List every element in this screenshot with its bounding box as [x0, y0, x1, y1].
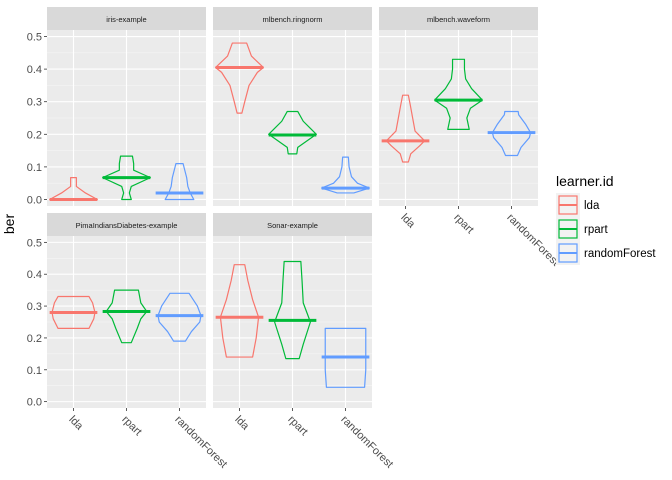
x-tick-label: lda [232, 414, 251, 433]
legend: learner.id lda rpart randomForest [556, 173, 656, 265]
x-tick-label: lda [66, 414, 85, 433]
x-tick-label: lda [398, 212, 417, 231]
facet-strip-title: iris-example [106, 15, 146, 24]
y-tick-label: 0.0 [27, 397, 42, 409]
legend-item-label: lda [584, 200, 600, 212]
violin-lda [49, 177, 98, 201]
violin-lda [385, 94, 426, 163]
facet-strip [379, 7, 538, 30]
y-tick-label: 0.1 [27, 162, 42, 174]
violin-rpart [268, 110, 317, 155]
x-tick-label: randomForest [172, 414, 229, 471]
facet-panels: iris-example 0.0 0.1 0.2 0.3 0.4 0.5 mlbench.ri… [27, 7, 561, 471]
legend-item-label: randomForest [584, 248, 656, 260]
facet-panel: PimaIndiansDiabetes-example 0.0 0.1 0.2 0.3 0… [27, 213, 229, 471]
facet-strip-title: mlbench.waveform [427, 15, 490, 24]
legend-item-rpart: rpart [556, 217, 608, 241]
facet-panel: iris-example 0.0 0.1 0.2 0.3 0.4 0.5 [27, 7, 206, 206]
y-tick-label: 0.4 [27, 269, 42, 281]
violin-rpart [105, 289, 148, 344]
legend-title: learner.id [556, 173, 614, 189]
facet-strip-title: mlbench.ringnorm [262, 15, 322, 24]
facet-panel: mlbench.waveform lda rpart randomForest [379, 7, 561, 269]
x-tick-label: rpart [451, 212, 475, 236]
legend-item-lda: lda [556, 193, 600, 217]
y-tick-label: 0.0 [27, 194, 42, 206]
x-tick-label: rpart [285, 414, 309, 438]
legend-item-label: rpart [584, 224, 608, 236]
facet-panel: Sonar-example lda rpart randomForest [213, 213, 395, 471]
y-tick-label: 0.3 [27, 97, 42, 109]
x-tick-label: rpart [119, 414, 143, 438]
y-tick-label: 0.5 [27, 237, 42, 249]
y-tick-label: 0.5 [27, 32, 42, 44]
facet-strip-title: PimaIndiansDiabetes-example [76, 221, 178, 230]
y-tick-label: 0.1 [27, 365, 42, 377]
y-tick-label: 0.2 [27, 333, 42, 345]
y-tick-label: 0.3 [27, 301, 42, 313]
facet-panel: mlbench.ringnorm [213, 7, 372, 206]
facet-strip-title: Sonar-example [267, 221, 318, 230]
violin-randomForest [157, 292, 202, 342]
violin-rpart [102, 155, 151, 201]
x-tick-label: randomForest [504, 212, 561, 269]
facet-strip [213, 213, 372, 236]
facet-strip [213, 7, 372, 30]
facet-strip [47, 213, 206, 236]
violin-lda [215, 42, 264, 114]
y-axis-label: ber [1, 214, 17, 235]
violin-randomForest [324, 327, 367, 388]
legend-items: lda rpart randomForest [556, 193, 656, 265]
x-tick-label: randomForest [338, 414, 395, 471]
y-tick-label: 0.4 [27, 64, 42, 76]
facet-strip [47, 7, 206, 30]
legend-item-randomForest: randomForest [556, 241, 656, 265]
violin-lda [51, 295, 96, 329]
violin-rpart [434, 58, 483, 131]
violin-randomForest [491, 110, 532, 157]
violin-rpart [274, 260, 311, 360]
y-tick-label: 0.2 [27, 129, 42, 141]
